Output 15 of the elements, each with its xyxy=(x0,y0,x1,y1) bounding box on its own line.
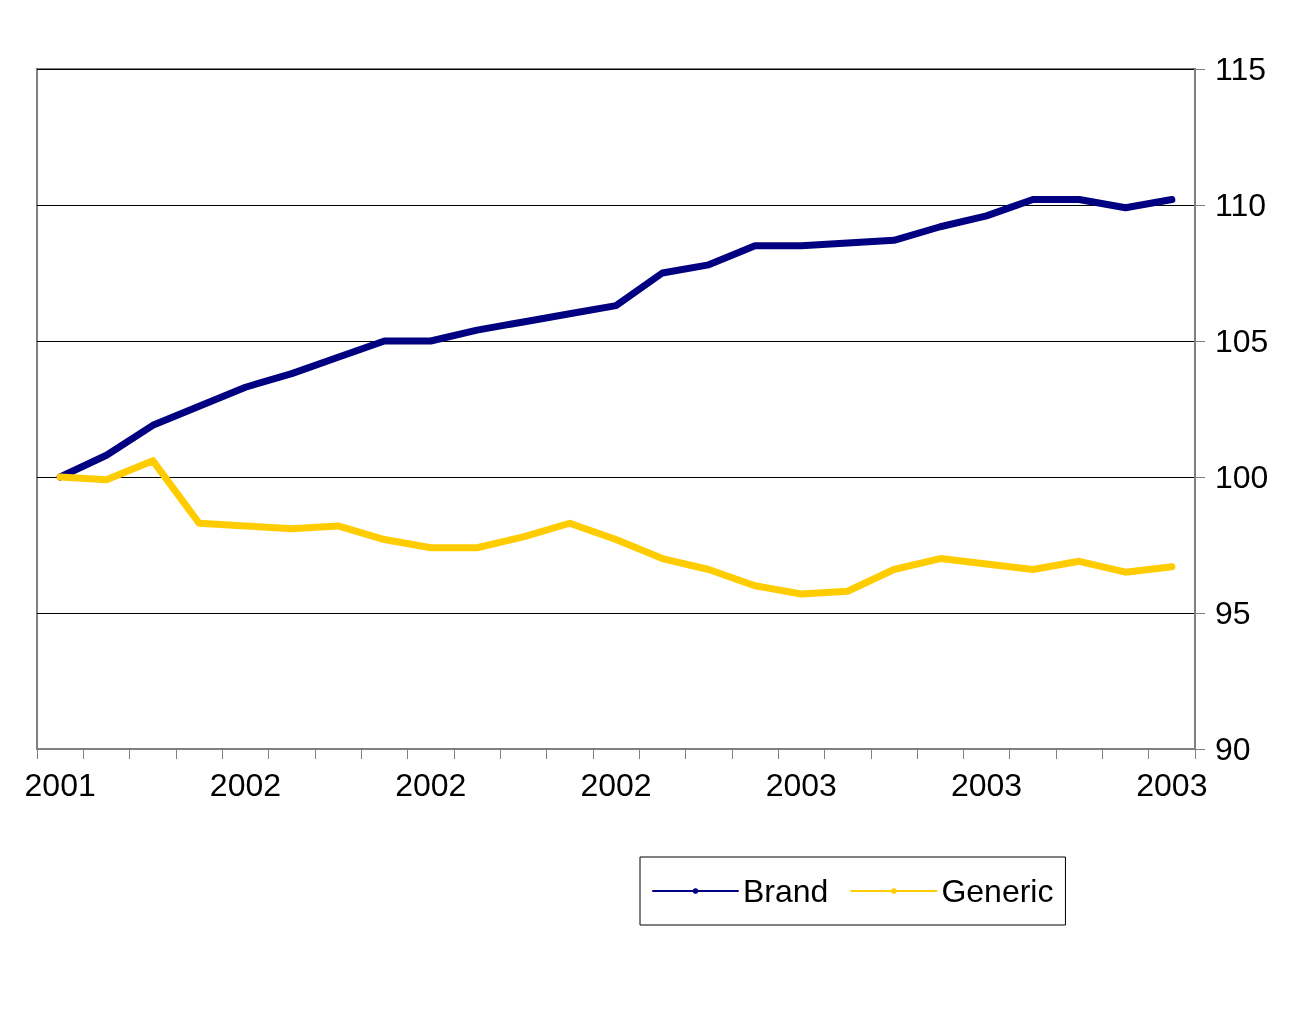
y-tick-label: 115 xyxy=(1215,51,1267,87)
y-tick-label: 100 xyxy=(1215,459,1269,495)
x-tick-label: 2002 xyxy=(580,767,652,803)
legend-label: Brand xyxy=(743,873,829,909)
x-tick-label: 2002 xyxy=(209,767,282,803)
x-tick-label: 2003 xyxy=(1136,767,1208,803)
legend-label: Generic xyxy=(941,873,1054,909)
x-tick-label: 2002 xyxy=(395,767,467,803)
y-tick-label: 105 xyxy=(1215,323,1269,359)
y-tick-label: 90 xyxy=(1215,731,1251,767)
x-tick-label: 2003 xyxy=(765,767,837,803)
x-tick-label: 2003 xyxy=(950,767,1023,803)
y-tick-label: 110 xyxy=(1215,187,1267,223)
x-tick-label: 2001 xyxy=(24,767,96,803)
y-tick-label: 95 xyxy=(1215,595,1251,631)
